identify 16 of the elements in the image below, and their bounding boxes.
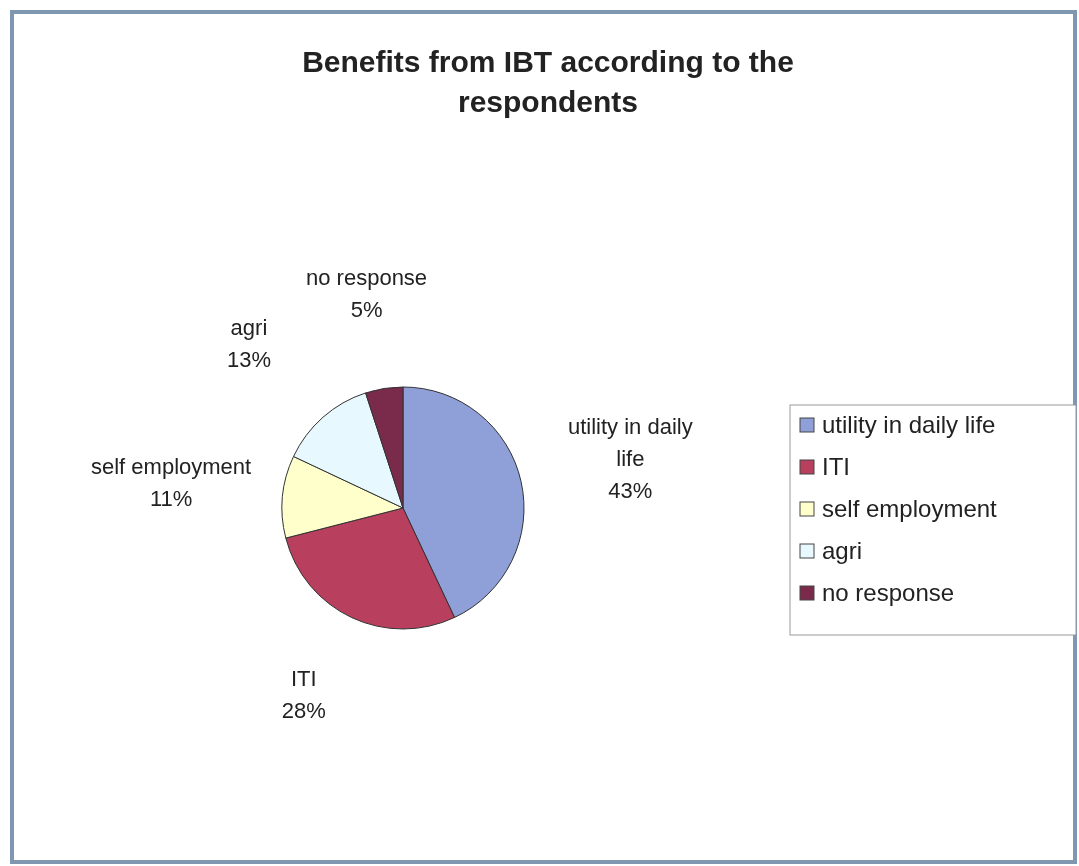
legend-label: no response <box>822 579 955 606</box>
data-label: 11% <box>149 486 193 512</box>
legend-label: ITI <box>822 453 850 480</box>
slice-label: agri <box>230 315 268 341</box>
slice-label: utility in daily life <box>567 413 693 471</box>
chart-title: Benefits from IBT according to the respondents <box>302 45 794 118</box>
data-label: 13% <box>226 347 271 373</box>
slice-label: no response <box>306 264 428 290</box>
data-label: 43% <box>608 477 653 503</box>
legend-label: utility in daily life <box>822 411 996 438</box>
data-label: 5% <box>350 296 383 322</box>
legend-label: agri <box>822 537 863 564</box>
slice-label: self employment <box>91 454 252 480</box>
slice-label: ITI <box>290 665 317 691</box>
data-label: 28% <box>281 697 326 723</box>
legend-label: self employment <box>822 495 998 522</box>
